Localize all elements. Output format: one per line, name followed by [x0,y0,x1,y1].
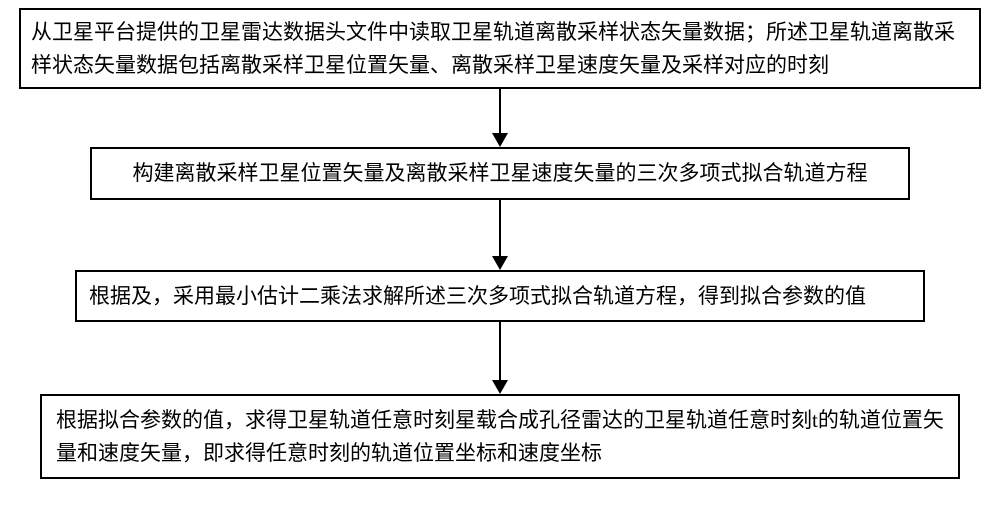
arrow-line-icon [499,89,501,133]
flow-step-4: 根据拟合参数的值，求得卫星轨道任意时刻星载合成孔径雷达的卫星轨道任意时刻t的轨道… [40,394,960,479]
flow-step-3: 根据及，采用最小估计二乘法求解所述三次多项式拟合轨道方程，得到拟合参数的值 [75,270,925,323]
flow-arrow-3 [492,322,508,394]
flow-step-3-text: 根据及，采用最小估计二乘法求解所述三次多项式拟合轨道方程，得到拟合参数的值 [89,284,866,308]
flow-step-2-text: 构建离散采样卫星位置矢量及离散采样卫星速度矢量的三次多项式拟合轨道方程 [133,161,868,185]
arrow-line-icon [499,322,501,380]
flow-step-4-text: 根据拟合参数的值，求得卫星轨道任意时刻星载合成孔径雷达的卫星轨道任意时刻t的轨道… [56,408,944,465]
flow-step-1: 从卫星平台提供的卫星雷达数据头文件中读取卫星轨道离散采样状态矢量数据；所述卫星轨… [19,8,981,89]
flow-step-2: 构建离散采样卫星位置矢量及离散采样卫星速度矢量的三次多项式拟合轨道方程 [90,147,910,200]
flow-arrow-2 [492,200,508,270]
arrow-head-icon [492,256,508,270]
flowchart-container: 从卫星平台提供的卫星雷达数据头文件中读取卫星轨道离散采样状态矢量数据；所述卫星轨… [0,0,1000,487]
arrow-head-icon [492,133,508,147]
flow-step-1-text: 从卫星平台提供的卫星雷达数据头文件中读取卫星轨道离散采样状态矢量数据；所述卫星轨… [31,20,955,77]
flow-arrow-1 [492,89,508,147]
arrow-head-icon [492,380,508,394]
arrow-line-icon [499,200,501,256]
